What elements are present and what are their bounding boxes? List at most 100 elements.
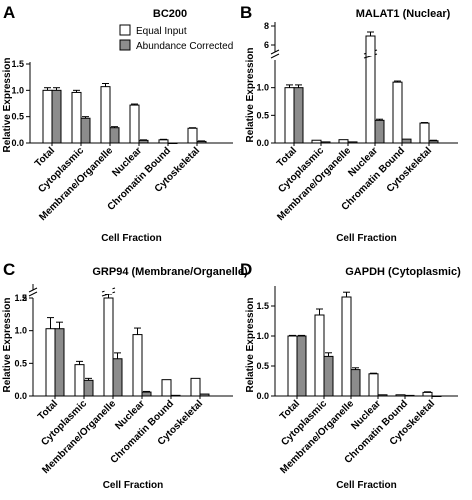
bar-equal-input [422, 391, 433, 397]
x-tick-label: Total [33, 145, 57, 169]
bar-abundance-corrected [323, 355, 334, 397]
y-tick-label: 0.5 [14, 358, 27, 368]
y-axis-label: Relative Expression [245, 297, 256, 392]
legend-label: Abundance Corrected [136, 41, 233, 52]
x-axis-label: Cell Fraction [101, 233, 162, 244]
bar-abundance-corrected [347, 141, 358, 144]
panel-b: B MALAT1 (Nuclear) 0.0 0.5 1.0 6 8 Relative Exp… [240, 3, 458, 244]
y-tick-label: 1.5 [256, 301, 269, 311]
panel-letter: A [3, 3, 15, 22]
y-tick-label: 0.5 [11, 112, 24, 122]
bar-abundance-corrected [431, 395, 442, 397]
bar-abundance-corrected [199, 393, 210, 397]
y-axis-label: Relative Expression [2, 57, 13, 152]
bar-equal-input [74, 364, 85, 397]
bar-equal-input [132, 334, 143, 397]
x-tick-label: Total [36, 398, 60, 422]
bar-equal-input [103, 297, 114, 397]
y-tick-label: 2 [22, 293, 27, 303]
y-tick-label: 0.0 [14, 391, 27, 401]
bar-abundance-corrected [293, 87, 304, 144]
x-axis-label: Cell Fraction [103, 480, 164, 491]
bar-abundance-corrected [428, 140, 439, 144]
bar-abundance-corrected [401, 138, 412, 144]
x-axis-label: Cell Fraction [336, 480, 397, 491]
bar-equal-input [42, 89, 53, 144]
y-tick-label: 0.5 [256, 361, 269, 371]
bar-break-gap [104, 288, 113, 294]
panel-letter: C [3, 260, 15, 279]
panel-letter: B [240, 3, 252, 22]
bar-abundance-corrected [141, 391, 152, 397]
bar-abundance-corrected [374, 119, 385, 144]
panel-title: GAPDH (Cytoplasmic) [345, 266, 461, 278]
bar-abundance-corrected [320, 141, 331, 144]
y-tick-label: 1.0 [11, 85, 24, 95]
bar-abundance-corrected [83, 379, 94, 397]
y-tick-label: 6 [264, 40, 269, 50]
bar-equal-input [100, 86, 111, 144]
axis-break-mark [270, 49, 280, 55]
bar-equal-input [45, 328, 56, 397]
y-axis-label: Relative Expression [245, 47, 256, 142]
bar-equal-input [284, 87, 295, 144]
y-tick-label: 1.0 [14, 326, 27, 336]
bar-abundance-corrected [296, 335, 307, 397]
axis-break-mark [28, 287, 38, 293]
bar-equal-input [129, 104, 140, 144]
bar-abundance-corrected [404, 394, 415, 397]
bar-equal-input [392, 81, 403, 144]
y-tick-label: 1.0 [256, 83, 269, 93]
bar-abundance-corrected [51, 89, 62, 144]
y-tick-label: 0.0 [11, 138, 24, 148]
bar-equal-input [187, 127, 198, 144]
bar-equal-input [287, 335, 298, 397]
bar-equal-input [158, 139, 169, 144]
bar-abundance-corrected [196, 140, 207, 144]
panel-d: D GAPDH (Cytoplasmic) 0.0 0.5 1.0 1.5Relative… [240, 260, 461, 491]
bar-equal-input [395, 394, 406, 397]
bar-equal-input [368, 373, 379, 397]
y-tick-label: 0.5 [256, 110, 269, 120]
bar-equal-input [190, 377, 201, 397]
panel-letter: D [240, 260, 252, 279]
bar-abundance-corrected [167, 142, 178, 144]
bar-abundance-corrected [138, 139, 149, 144]
bar-break-gap [366, 50, 375, 56]
bar-equal-input [338, 139, 349, 144]
y-axis-label: Relative Expression [2, 297, 13, 392]
bar-equal-input [314, 314, 325, 397]
panel-title: GRP94 (Membrane/Organelle) [92, 266, 248, 278]
panel-c: C GRP94 (Membrane/Organelle) 0.0 0.5 1.0 1.52… [2, 260, 248, 491]
bar-abundance-corrected [54, 328, 65, 397]
legend-swatch [119, 39, 131, 51]
y-tick-label: 0.0 [256, 391, 269, 401]
x-axis-label: Cell Fraction [336, 233, 397, 244]
bar-abundance-corrected [170, 394, 181, 397]
y-tick-label: 8 [264, 21, 269, 31]
bar-abundance-corrected [109, 127, 120, 144]
y-tick-label: 1.5 [14, 293, 27, 303]
axis-break-mark [270, 53, 280, 59]
bar-abundance-corrected [112, 358, 123, 397]
x-tick-label: Total [278, 398, 302, 422]
x-tick-label: Total [275, 145, 299, 169]
bar-equal-input [71, 91, 82, 144]
bar-equal-input [341, 296, 352, 397]
bar-equal-input [161, 379, 172, 397]
bar-abundance-corrected [80, 117, 91, 144]
bar-abundance-corrected [350, 369, 361, 397]
y-tick-label: 1.0 [256, 331, 269, 341]
y-tick-label: 0.0 [256, 138, 269, 148]
panel-title: MALAT1 (Nuclear) [356, 8, 451, 20]
bar-equal-input [311, 139, 322, 144]
legend-label: Equal Input [136, 26, 187, 37]
y-tick-label: 1.5 [11, 59, 24, 69]
panel-title: BC200 [153, 8, 187, 20]
legend-swatch [119, 24, 131, 36]
axis-break-mark [28, 291, 38, 297]
bar-abundance-corrected [377, 394, 388, 397]
bar-equal-input [419, 122, 430, 144]
